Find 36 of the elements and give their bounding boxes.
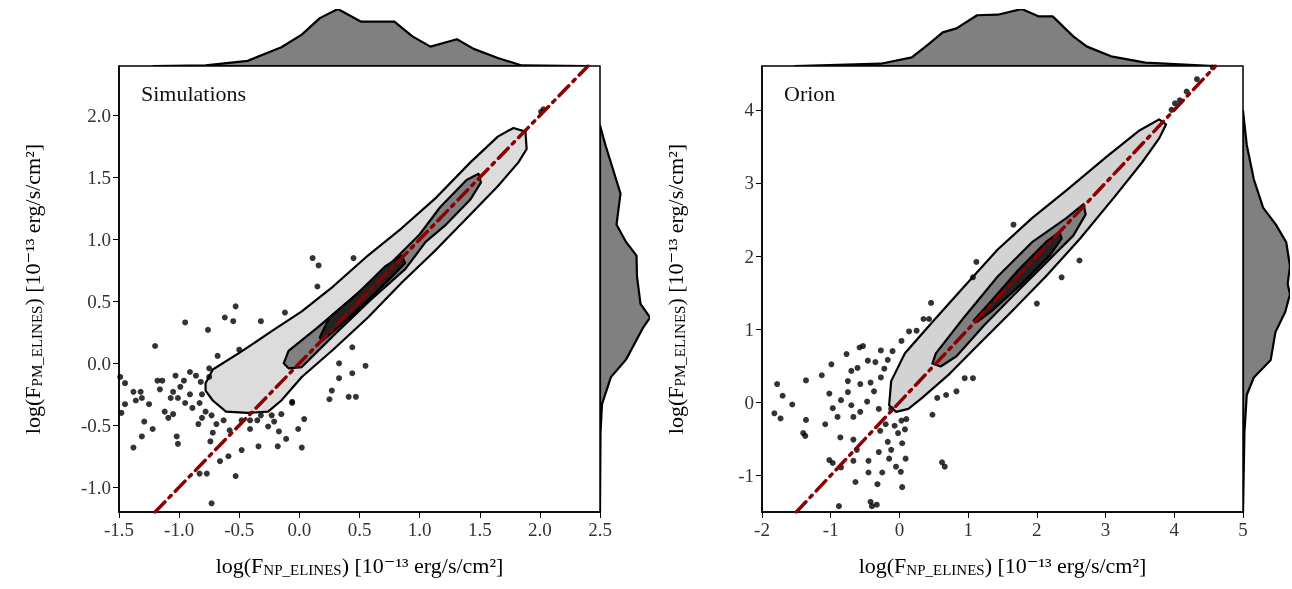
annotation: Orion <box>784 80 836 106</box>
y-tick-label: -1.0 <box>80 476 111 498</box>
x-tick-label: -1.5 <box>103 519 135 540</box>
x-tick-label: 2.0 <box>528 519 552 540</box>
x-tick-label: 0.5 <box>347 519 372 540</box>
x-axis-title: log(FNP_ELINES) [10⁻¹³ erg/s/cm²] <box>858 553 1147 578</box>
y-tick-label: 2.0 <box>87 105 111 127</box>
y-axis-title: log(FPM_ELINES) [10⁻¹³ erg/s/cm²] <box>20 143 45 435</box>
y-tick-label: 3 <box>744 172 754 194</box>
x-tick-label: 0 <box>894 519 905 540</box>
x-tick-label: -1 <box>822 519 839 540</box>
y-tick-label: 1 <box>744 318 754 340</box>
y-tick-label: 0.0 <box>87 352 111 374</box>
x-tick-label: 4 <box>1169 519 1180 540</box>
y-tick-label: -0.5 <box>80 414 111 436</box>
x-tick-label: 2.5 <box>588 519 612 540</box>
y-tick-label: 1.5 <box>87 167 111 188</box>
x-tick-label: 3 <box>1100 519 1111 540</box>
x-tick-label: 1 <box>963 519 973 540</box>
x-axis-title: log(FNP_ELINES) [10⁻¹³ erg/s/cm²] <box>215 553 504 578</box>
y-tick-label: 0.5 <box>87 290 111 312</box>
x-tick-label: 5 <box>1238 519 1248 540</box>
x-tick-label: 0.0 <box>287 519 312 540</box>
y-tick-label: -1 <box>738 464 754 486</box>
x-tick-label: -1.0 <box>164 519 195 540</box>
y-axis-title: log(FPM_ELINES) [10⁻¹³ erg/s/cm²] <box>663 143 688 435</box>
y-tick-label: 4 <box>744 99 755 121</box>
y-tick-label: 2 <box>744 245 754 267</box>
x-tick-label: 2 <box>1032 519 1042 540</box>
annotation: Simulations <box>141 80 247 106</box>
x-tick-label: 1.0 <box>407 519 432 540</box>
x-tick-label: -2 <box>754 519 770 540</box>
y-tick-label: 0 <box>744 391 754 413</box>
x-tick-label: -0.5 <box>224 519 255 540</box>
y-tick-label: 1.0 <box>87 228 111 250</box>
x-tick-label: 1.5 <box>467 519 492 540</box>
